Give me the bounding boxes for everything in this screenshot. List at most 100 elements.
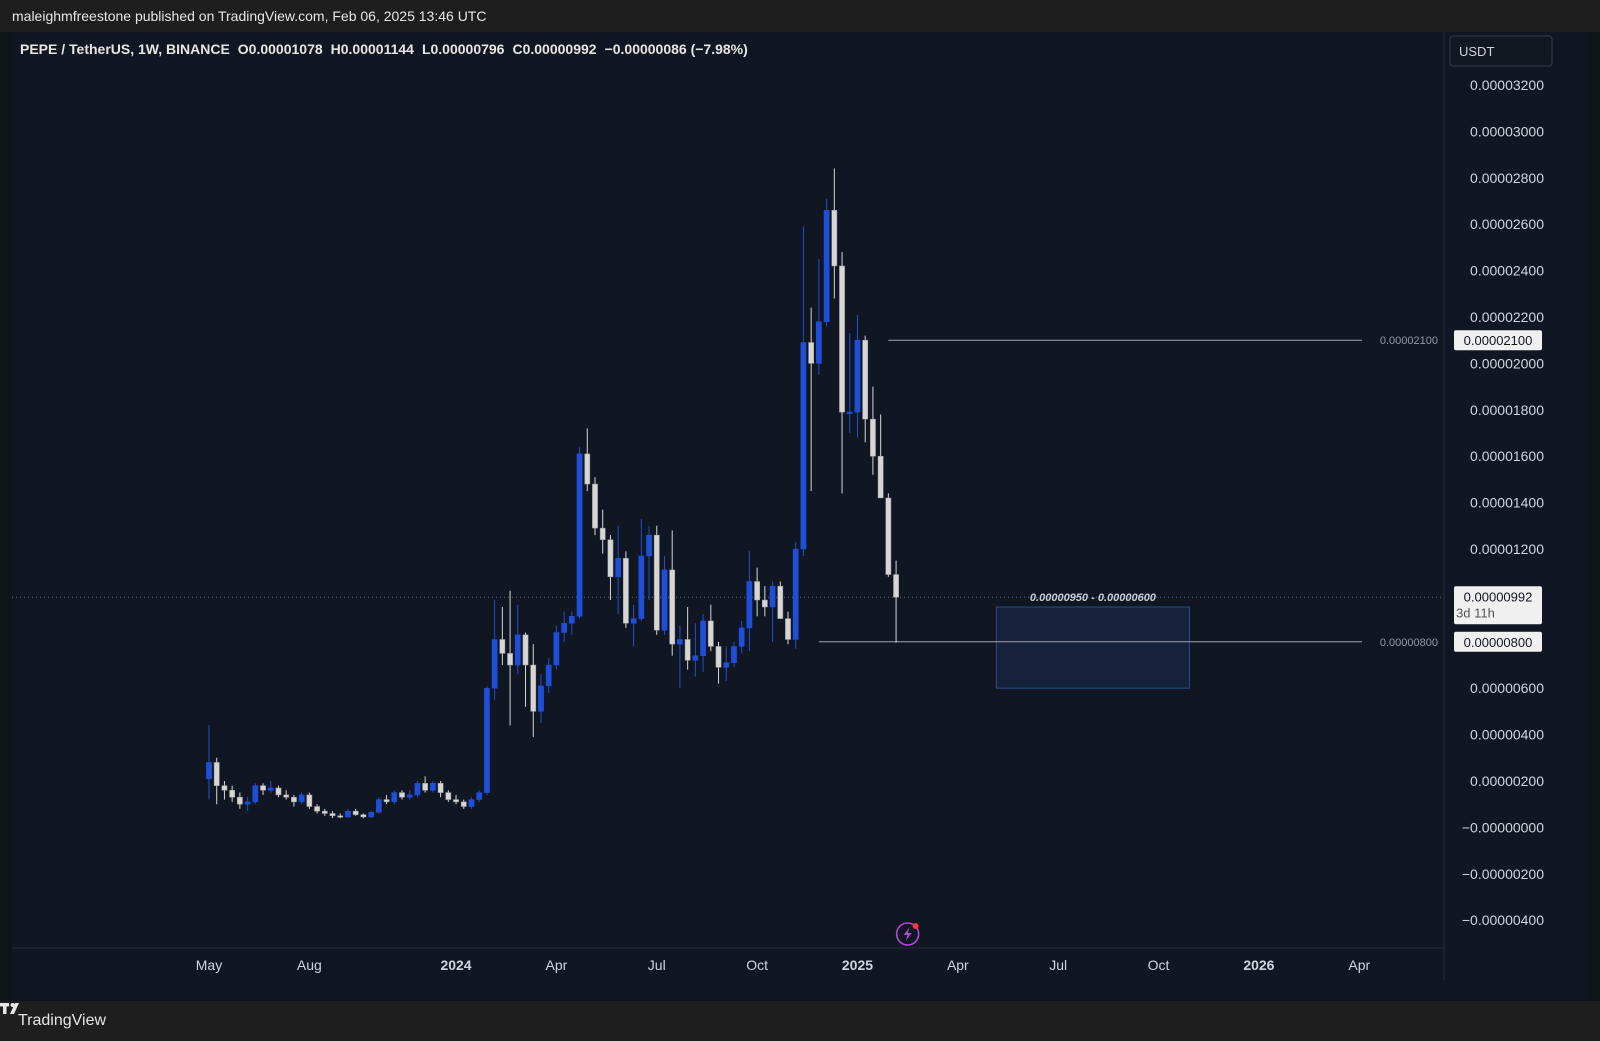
candle-body [592, 483, 598, 529]
candle-body [769, 585, 776, 608]
legend-change: −0.00000086 (−7.98%) [605, 41, 748, 57]
lightning-icon [895, 922, 920, 946]
candle-body [522, 634, 529, 666]
candle-body [893, 574, 899, 598]
price-tick-label: 0.00002400 [1470, 263, 1544, 279]
price-tick-label: 0.00000600 [1470, 680, 1544, 696]
price-tick-label: 0.00002600 [1470, 216, 1544, 232]
legend-low: L0.00000796 [422, 41, 505, 57]
chart-frame[interactable]: PEPE / TetherUS, 1W, BINANCE O0.00001078 H… [12, 32, 1588, 1000]
candle-body [653, 534, 660, 631]
candle-body [213, 762, 220, 786]
candle-body [484, 687, 490, 793]
candle-body [414, 783, 421, 796]
candle-body [275, 787, 282, 796]
currency-box [1449, 35, 1553, 67]
candle-body [661, 569, 668, 631]
candle-body [298, 794, 305, 803]
legend-close: C0.00000992 [512, 41, 596, 57]
time-tick-label: Jul [648, 957, 666, 973]
candle-body [731, 646, 737, 663]
legend-symbol: PEPE / TetherUS, 1W, BINANCE [20, 41, 230, 57]
candle-body [514, 634, 521, 666]
candle-body [391, 792, 398, 803]
candle-body [800, 342, 807, 550]
time-tick-label: Aug [297, 957, 322, 973]
candle-body [329, 813, 336, 817]
candle-body [777, 585, 784, 619]
candle-body [761, 599, 768, 608]
candle-body [368, 812, 374, 818]
support-level-line-label: 0.00000800 [1380, 637, 1438, 649]
candle-body [422, 783, 429, 791]
candle-body [669, 569, 676, 645]
zone-label: 0.00000950 - 0.00000600 [1030, 592, 1157, 604]
time-tick-label: May [196, 957, 222, 973]
price-tick-label: 0.00001400 [1470, 495, 1544, 511]
notification-dot [912, 923, 919, 929]
support-level-tag-label: 0.00000800 [1464, 635, 1533, 650]
candle-body [831, 210, 838, 267]
candle-body [491, 639, 498, 689]
candle-body [445, 792, 452, 800]
candle-body [684, 639, 691, 661]
chart-legend: PEPE / TetherUS, 1W, BINANCE O0.00001078 H… [20, 41, 748, 57]
candle-body [700, 620, 706, 656]
candle-body [291, 796, 297, 803]
support-level-tag [1454, 631, 1542, 652]
candle-body [306, 794, 313, 807]
lightning-bolt-glyph [903, 927, 912, 941]
price-tick-label: 0.00001600 [1470, 448, 1544, 464]
price-tick-label: 0.00002200 [1470, 309, 1544, 325]
tradingview-logo[interactable]: TradingView [0, 1003, 106, 1030]
current-price-tag-label: 0.00000992 [1464, 589, 1533, 604]
candle-body [229, 790, 236, 798]
candle-body [267, 787, 274, 791]
price-tick-label: 0.00002800 [1470, 170, 1544, 186]
candle-body [360, 814, 367, 818]
candle-body [545, 664, 552, 687]
candle-body [206, 762, 212, 779]
price-tick-label: 0.00001200 [1470, 541, 1544, 557]
candle-body [237, 796, 243, 805]
publisher-bar: maleighmfreestone published on TradingVi… [0, 0, 1600, 32]
time-tick-label: Apr [947, 957, 969, 973]
candle-body [630, 618, 637, 624]
price-tick-label: 0.00000400 [1470, 727, 1544, 743]
candle-body [623, 558, 629, 624]
candlestick-chart[interactable]: PEPE / TetherUS, 1W, BINANCE O0.00001078 H… [12, 32, 1588, 1000]
time-tick-label: Jul [1049, 957, 1067, 973]
legend-open: O0.00001078 [238, 41, 323, 57]
candle-body [839, 265, 845, 413]
candle-body [715, 646, 722, 668]
currency-label: USDT [1459, 44, 1494, 59]
candle-body [260, 785, 266, 791]
candle-body [877, 455, 884, 499]
candle-body [430, 783, 436, 791]
candle-body [870, 418, 876, 457]
price-tick-label: 0.00003200 [1470, 77, 1544, 93]
candle-body [599, 527, 606, 540]
candle-body [383, 799, 390, 803]
candle-body [738, 627, 745, 647]
candle-body [406, 794, 413, 798]
time-tick-label: 2024 [440, 957, 471, 973]
candle-body [460, 801, 467, 807]
demand-zone [995, 606, 1190, 689]
candle-body [646, 534, 652, 557]
candle-body [352, 810, 359, 815]
resistance-level-tag [1454, 330, 1542, 351]
time-tick-label: Apr [546, 957, 568, 973]
candle-body [816, 321, 822, 364]
publisher-line: maleighmfreestone published on TradingVi… [12, 8, 487, 24]
candle-body [808, 342, 815, 364]
candle-body [568, 616, 575, 624]
candle-body [638, 555, 645, 619]
time-tick-label: 2025 [842, 957, 873, 973]
price-tick-label: 0.00000200 [1470, 773, 1544, 789]
price-tick-label: 0.00003000 [1470, 123, 1544, 139]
price-tick-label: −0.00000200 [1462, 866, 1544, 882]
candle-body [823, 210, 830, 322]
candle-body [561, 622, 567, 633]
candle-body [746, 581, 753, 629]
